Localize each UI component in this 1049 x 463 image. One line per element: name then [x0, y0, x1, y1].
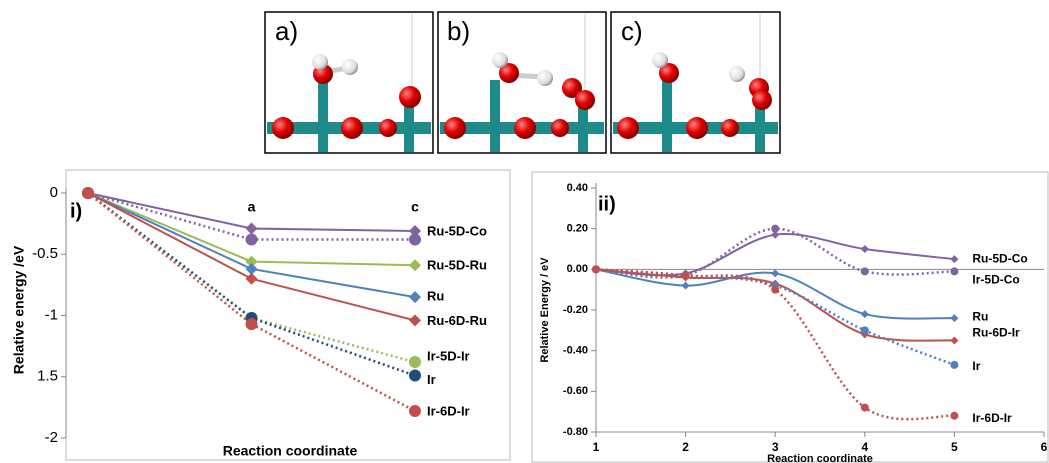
- series-label: Ru-5D-Co: [972, 251, 1027, 265]
- marker: [409, 259, 421, 271]
- marker: [950, 412, 958, 420]
- structure-panel: c): [611, 12, 780, 153]
- series-label: Ir-5D-Co: [972, 273, 1019, 287]
- marker: [771, 225, 779, 233]
- marker: [771, 269, 779, 277]
- marker: [409, 405, 421, 417]
- marker: [409, 356, 421, 368]
- x-axis-title: Reaction coordinate: [767, 453, 873, 463]
- series-label: Ru-6D-Ir: [972, 326, 1020, 340]
- marker: [246, 318, 258, 330]
- panel-label: c): [621, 16, 643, 46]
- y-tick-label: -0.40: [563, 345, 588, 357]
- y-tick-label: -1: [45, 306, 58, 323]
- marker: [409, 314, 421, 326]
- y-tick-label: 0: [50, 184, 58, 201]
- x-tick-label: 5: [951, 440, 958, 454]
- x-tick-label: 6: [1041, 440, 1048, 454]
- marker: [246, 234, 258, 246]
- structure-panel: a): [265, 12, 433, 153]
- series-label: Ir-5D-Ir: [427, 348, 470, 363]
- panel-label: i): [70, 200, 82, 222]
- y-tick-label: 1.5: [37, 368, 58, 385]
- marker: [950, 255, 958, 263]
- category-label: c: [411, 199, 419, 215]
- marker: [82, 187, 94, 199]
- y-tick-label: 0.20: [567, 223, 588, 235]
- x-tick-label: 2: [682, 440, 689, 454]
- x-axis-title: Reaction coordinate: [223, 443, 358, 459]
- panel-label: a): [275, 16, 298, 46]
- series-label: Ir: [972, 359, 980, 373]
- y-tick-label: -0.5: [32, 245, 58, 262]
- y-tick-label: -2: [45, 429, 58, 446]
- y-axis-title: Relative Energy / eV: [539, 257, 551, 363]
- series-label: Ir-6D-Ir: [972, 411, 1012, 425]
- marker: [861, 245, 869, 253]
- marker: [246, 273, 258, 285]
- series-label: Ru-5D-Ru: [427, 258, 487, 273]
- series-label: Ru: [427, 289, 444, 304]
- y-tick-label: 0.00: [567, 263, 588, 275]
- marker: [592, 265, 600, 273]
- y-tick-label: -0.60: [563, 385, 588, 397]
- marker: [682, 282, 690, 290]
- marker: [409, 370, 421, 382]
- panel-label: ii): [598, 193, 616, 215]
- marker: [246, 223, 258, 235]
- category-label: a: [248, 199, 256, 215]
- marker: [861, 404, 869, 412]
- marker: [409, 234, 421, 246]
- marker: [950, 314, 958, 322]
- series-label: Ir: [427, 372, 436, 387]
- marker: [861, 326, 869, 334]
- y-axis-title: Relative energy /eV: [11, 245, 27, 374]
- y-tick-label: -0.20: [563, 304, 588, 316]
- series-label: Ru-6D-Ru: [427, 313, 487, 328]
- marker: [409, 291, 421, 303]
- panel-label: b): [447, 16, 470, 46]
- marker: [682, 271, 690, 279]
- marker: [771, 286, 779, 294]
- marker: [861, 310, 869, 318]
- marker: [950, 337, 958, 345]
- marker: [861, 267, 869, 275]
- marker: [950, 267, 958, 275]
- figure: a) b) c) 0 -0.5 -1 1.5 -2 a c Reaction coordina…: [0, 0, 1049, 463]
- y-tick-label: -0.80: [563, 426, 588, 438]
- marker: [950, 361, 958, 369]
- series-label: Ru: [972, 309, 988, 323]
- chart-frame: [532, 172, 1048, 462]
- structure-panel: b): [438, 12, 606, 153]
- series-label: Ru-5D-Co: [427, 223, 487, 238]
- y-tick-label: 0.40: [567, 182, 588, 194]
- x-tick-label: 1: [593, 440, 600, 454]
- series-label: Ir-6D-Ir: [427, 403, 470, 418]
